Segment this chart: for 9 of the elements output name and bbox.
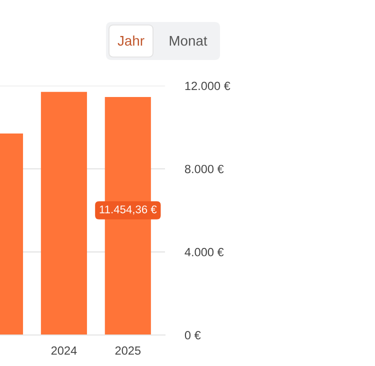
y-tick-label: 12.000 €	[185, 82, 230, 90]
text: Monat	[170, 36, 208, 46]
x-tick-label: 2025	[115, 346, 141, 355]
y-tick-label: 4.000 €	[184, 248, 224, 256]
y-tick-label: 0 €	[184, 331, 201, 340]
y-tick-label: 8.000 €	[184, 164, 224, 174]
data-label: 11.454,36 €	[100, 205, 157, 215]
text: Jahr	[118, 36, 144, 46]
x-tick-label: 2024	[51, 346, 77, 355]
